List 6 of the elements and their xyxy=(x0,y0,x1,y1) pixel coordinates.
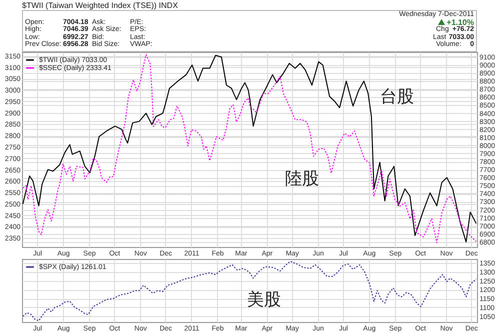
chart-title: $TWII (Taiwan Weighted Index (TSE)) INDX xyxy=(22,1,178,11)
text: +1.10% xyxy=(446,18,474,26)
annotation: 陸股 xyxy=(285,169,319,189)
annotation: 美股 xyxy=(247,290,281,310)
annotation: 台股 xyxy=(380,87,414,107)
line-series xyxy=(22,260,477,322)
